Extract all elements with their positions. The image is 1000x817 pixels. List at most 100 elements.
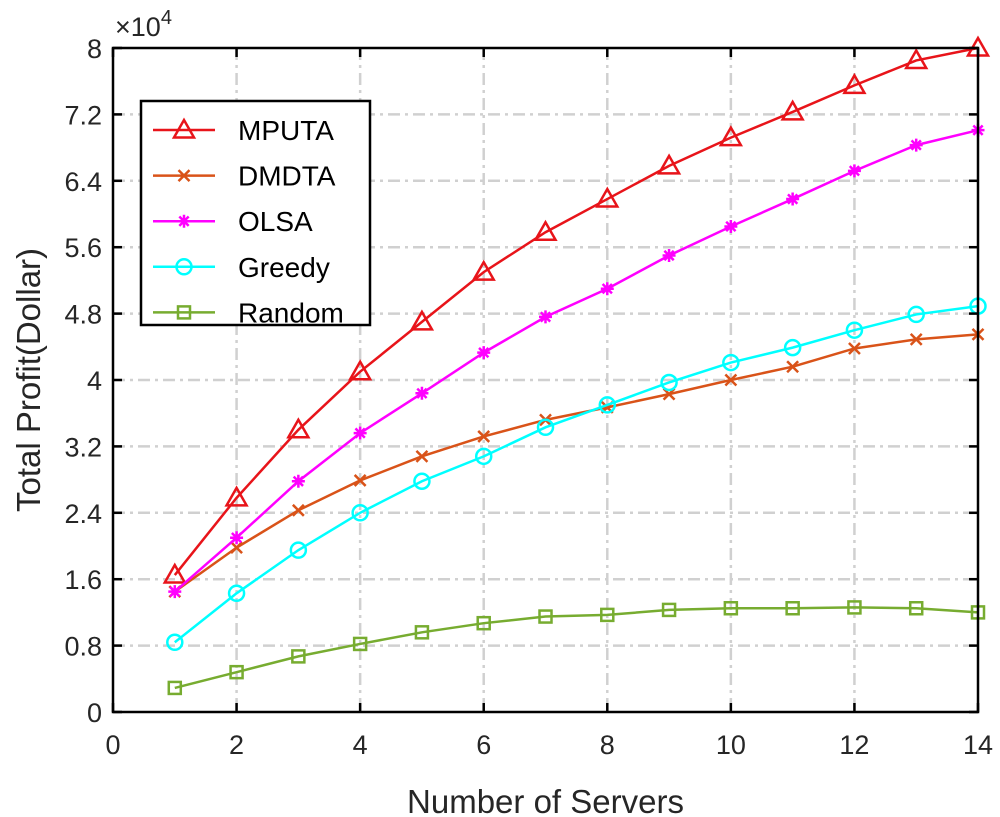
y-tick-label: 5.6 xyxy=(64,233,102,263)
data-point xyxy=(286,417,311,439)
data-point xyxy=(413,472,431,491)
x-tick-label: 12 xyxy=(839,730,869,760)
legend-item-mputa: MPUTA xyxy=(153,115,334,146)
series-line-mputa xyxy=(173,46,979,576)
data-point xyxy=(598,396,617,414)
legend-label: Random xyxy=(238,297,344,328)
data-point xyxy=(229,664,244,680)
data-point xyxy=(662,249,676,262)
data-point xyxy=(224,485,249,507)
data-point xyxy=(167,680,183,696)
legend: MPUTA DMDTA OLSA Greedy Random xyxy=(139,99,372,328)
data-point xyxy=(230,541,243,555)
y-tick-label: 2.4 xyxy=(64,499,102,529)
x-tick-label: 4 xyxy=(353,730,368,760)
data-point xyxy=(415,386,429,400)
y-tick-label: 0.8 xyxy=(64,632,102,662)
data-point xyxy=(291,503,305,517)
legend-item-greedy: Greedy xyxy=(153,252,330,283)
x-tick-label: 14 xyxy=(963,730,993,760)
data-point xyxy=(785,601,800,616)
data-point xyxy=(600,607,615,623)
y-tick-label: 4.8 xyxy=(64,300,102,330)
series-line-random xyxy=(174,606,979,690)
data-point xyxy=(289,541,308,559)
legend-label: MPUTA xyxy=(238,115,334,146)
data-point xyxy=(595,186,620,208)
data-point xyxy=(661,602,677,618)
data-point xyxy=(845,321,864,339)
y-tick-label: 7.2 xyxy=(64,100,102,130)
data-point xyxy=(538,609,553,624)
legend-label: OLSA xyxy=(238,206,313,237)
legend-marker xyxy=(177,214,191,228)
y-tick-label: 3.2 xyxy=(64,432,102,462)
data-point xyxy=(414,625,430,640)
legend-marker xyxy=(176,305,192,320)
data-point xyxy=(848,342,861,355)
series-mputa xyxy=(162,35,991,584)
data-point xyxy=(600,282,614,296)
data-point xyxy=(780,99,805,121)
data-point xyxy=(168,585,182,599)
y-axis-title: Total Profit(Dollar) xyxy=(10,248,47,512)
data-point xyxy=(909,332,923,346)
data-point xyxy=(783,338,802,357)
x-tick-label: 2 xyxy=(229,730,244,760)
x-tick-label: 0 xyxy=(105,730,120,760)
legend-marker xyxy=(175,258,193,276)
data-point xyxy=(909,138,923,152)
data-point xyxy=(660,373,678,392)
data-point xyxy=(477,346,491,360)
data-point xyxy=(718,125,744,147)
legend-marker xyxy=(171,117,197,139)
data-point xyxy=(662,387,676,401)
data-point xyxy=(227,584,246,603)
series-dmdta xyxy=(168,327,985,599)
data-point xyxy=(723,601,739,616)
data-point xyxy=(724,219,738,233)
data-point xyxy=(351,504,369,522)
y-tick-label: 6.4 xyxy=(64,167,102,197)
data-point xyxy=(722,353,740,372)
data-point xyxy=(847,600,862,615)
series-random xyxy=(167,600,986,696)
x-axis-title: Number of Servers xyxy=(407,783,684,817)
legend-marker xyxy=(177,169,191,182)
data-point xyxy=(474,447,493,466)
data-point xyxy=(347,359,373,381)
y-tick-label: 0 xyxy=(87,698,102,728)
legend-item-random: Random xyxy=(153,297,344,328)
data-point xyxy=(786,360,800,374)
data-point xyxy=(533,219,558,242)
data-point xyxy=(415,449,429,463)
data-point xyxy=(536,418,555,437)
y-tick-label: 8 xyxy=(87,34,102,64)
data-point xyxy=(409,309,435,331)
y-tick-label: 1.6 xyxy=(64,565,102,595)
data-point xyxy=(724,373,738,387)
data-point xyxy=(656,153,682,175)
data-point xyxy=(907,305,925,324)
data-point xyxy=(786,192,800,206)
data-point xyxy=(291,649,306,664)
series-greedy xyxy=(166,297,987,652)
data-point xyxy=(904,47,929,70)
data-point xyxy=(352,636,368,652)
series-line-greedy xyxy=(174,304,979,644)
series-line-dmdta xyxy=(174,333,979,593)
data-point xyxy=(166,633,184,652)
data-point xyxy=(476,615,491,631)
y-exponent-label: ×104 xyxy=(115,7,172,42)
legend-item-dmdta: DMDTA xyxy=(153,161,336,192)
data-point xyxy=(162,562,187,584)
y-tick-label: 4 xyxy=(87,366,102,396)
legend-label: DMDTA xyxy=(238,161,336,192)
legend-label: Greedy xyxy=(238,252,330,283)
axis-ticks: 0 2 4 6 8 10 12 14 0 0.8 1.6 2.4 3.2 4 4.8 5.6 6.4 7.2 8 xyxy=(64,34,993,760)
x-tick-label: 6 xyxy=(476,730,491,760)
x-tick-label: 8 xyxy=(600,730,615,760)
data-point xyxy=(230,531,244,545)
data-point xyxy=(471,259,496,281)
data-point xyxy=(847,164,861,178)
